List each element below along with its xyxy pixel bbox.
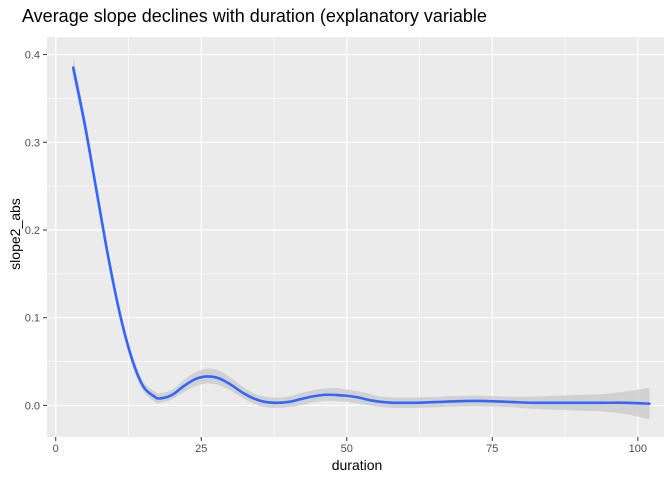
y-tick-label: 0.2	[25, 225, 40, 237]
x-tick-label: 100	[629, 443, 647, 455]
y-axis-ticks: 0.0 0.1 0.2 0.3 0.4	[25, 50, 47, 412]
chart-title: Average slope declines with duration (ex…	[22, 6, 487, 26]
minor-gridlines	[47, 37, 664, 437]
y-tick-label: 0.4	[25, 50, 40, 62]
x-tick-label: 50	[341, 443, 353, 455]
y-axis-title: slope2_abs	[7, 198, 23, 270]
smooth-line	[71, 66, 651, 405]
x-tick-label: 0	[53, 443, 59, 455]
x-tick-label: 25	[195, 443, 207, 455]
plot-panel	[47, 37, 664, 437]
x-axis-title: duration	[332, 457, 383, 473]
y-tick-label: 0.3	[25, 137, 40, 149]
x-axis-ticks: 0 25 50 75 100	[53, 437, 647, 455]
y-tick-label: 0.0	[25, 400, 40, 412]
y-tick-label: 0.1	[25, 313, 40, 325]
x-tick-label: 75	[486, 443, 498, 455]
